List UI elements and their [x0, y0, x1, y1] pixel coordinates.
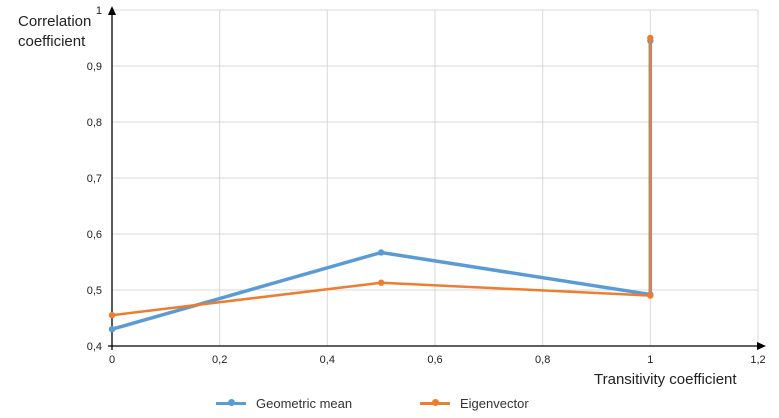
x-tick-label: 0,2: [212, 354, 227, 366]
legend-item-geometric-mean: Geometric mean: [216, 394, 352, 412]
y-axis-label-line2: coefficient: [18, 33, 86, 50]
y-tick-label: 0,8: [87, 117, 102, 129]
y-axis-label-line1: Correlation: [18, 13, 92, 30]
data-point-eigenvector: [377, 279, 385, 286]
y-axis-label: Correlation coefficient: [18, 12, 91, 52]
data-point-eigenvector: [647, 292, 654, 299]
legend-swatch-eigenvector: [420, 399, 450, 406]
x-tick-label: 1,2: [750, 354, 765, 366]
tick-labels: 0,4 0,5 0,6 0,7 0,8 0,9 1 0 0,2 0,4 0,6 0,8 1 1,2: [87, 5, 766, 366]
axes: [108, 6, 766, 350]
x-tick-label: 0,8: [535, 354, 550, 366]
legend-marker: [432, 399, 439, 406]
data-point-eigenvector: [647, 34, 654, 42]
series-line-geometric-mean: [110, 39, 653, 331]
legend-marker: [228, 399, 235, 406]
x-tick-label: 0,4: [320, 354, 335, 366]
x-tick-label: 0: [109, 354, 115, 366]
data-point-geometric-mean: [108, 326, 116, 333]
data-point-geometric-mean: [377, 249, 385, 256]
data-point-eigenvector: [108, 312, 116, 319]
x-tick-label: 1: [647, 354, 653, 366]
y-tick-label: 0,9: [87, 61, 102, 73]
y-tick-label: 0,7: [87, 173, 102, 185]
legend-swatch-geometric-mean: [216, 399, 246, 406]
y-tick-label: 1: [96, 5, 102, 17]
legend-item-eigenvector: Eigenvector: [420, 394, 529, 412]
x-tick-label: 0,6: [427, 354, 442, 366]
y-axis-arrow: [108, 6, 116, 15]
y-tick-label: 0,4: [87, 341, 102, 353]
x-axis-arrow: [757, 342, 766, 350]
legend-label-eigenvector: Eigenvector: [460, 395, 529, 411]
legend-label-geometric-mean: Geometric mean: [256, 395, 353, 411]
x-axis-label: Transitivity coefficient: [594, 371, 737, 388]
y-tick-label: 0,6: [87, 229, 102, 241]
grid-lines: [112, 9, 759, 346]
series-line-eigenvector: [110, 36, 652, 317]
y-tick-label: 0,5: [87, 285, 102, 297]
series-lines: [108, 34, 654, 333]
